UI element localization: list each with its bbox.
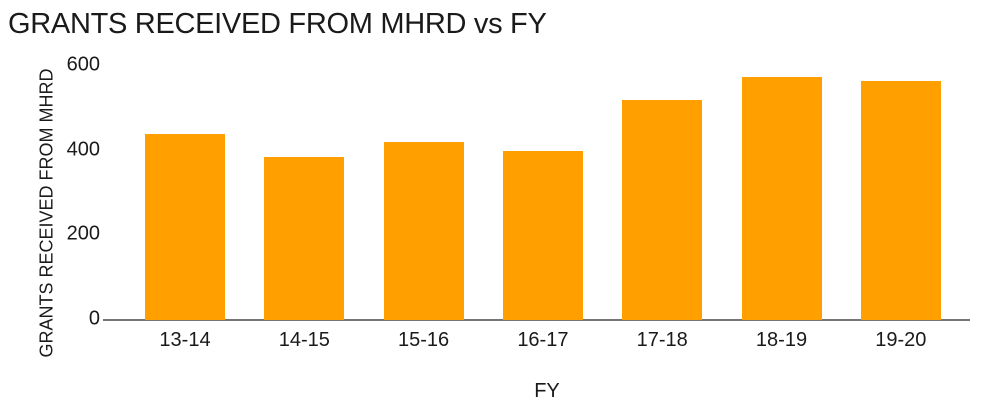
- bar-14-15: [264, 157, 345, 320]
- x-axis-line: [103, 319, 970, 321]
- bar-19-20: [860, 80, 941, 320]
- x-tick-label: 15-16: [398, 329, 450, 351]
- bar-17-18: [622, 99, 703, 320]
- bar-15-16: [383, 142, 464, 320]
- y-tick-label: 600: [66, 53, 100, 76]
- bar-16-17: [502, 150, 583, 320]
- x-tick-label: 16-17: [517, 329, 569, 351]
- y-tick-label: 0: [88, 307, 100, 330]
- bar-13-14: [145, 133, 225, 320]
- y-tick-label: 400: [66, 138, 100, 161]
- bar-18-19: [741, 76, 822, 320]
- x-tick-label: 14-15: [278, 329, 330, 351]
- x-tick-label: 17-18: [636, 329, 688, 351]
- y-tick-label: 200: [66, 222, 100, 245]
- x-tick-label: 19-20: [875, 329, 927, 351]
- chart-title: GRANTS RECEIVED FROM MHRD vs FY: [8, 8, 547, 40]
- x-tick-label: 13-14: [159, 329, 211, 351]
- x-tick-label: 18-19: [755, 329, 808, 351]
- x-axis-title: FY: [534, 380, 560, 402]
